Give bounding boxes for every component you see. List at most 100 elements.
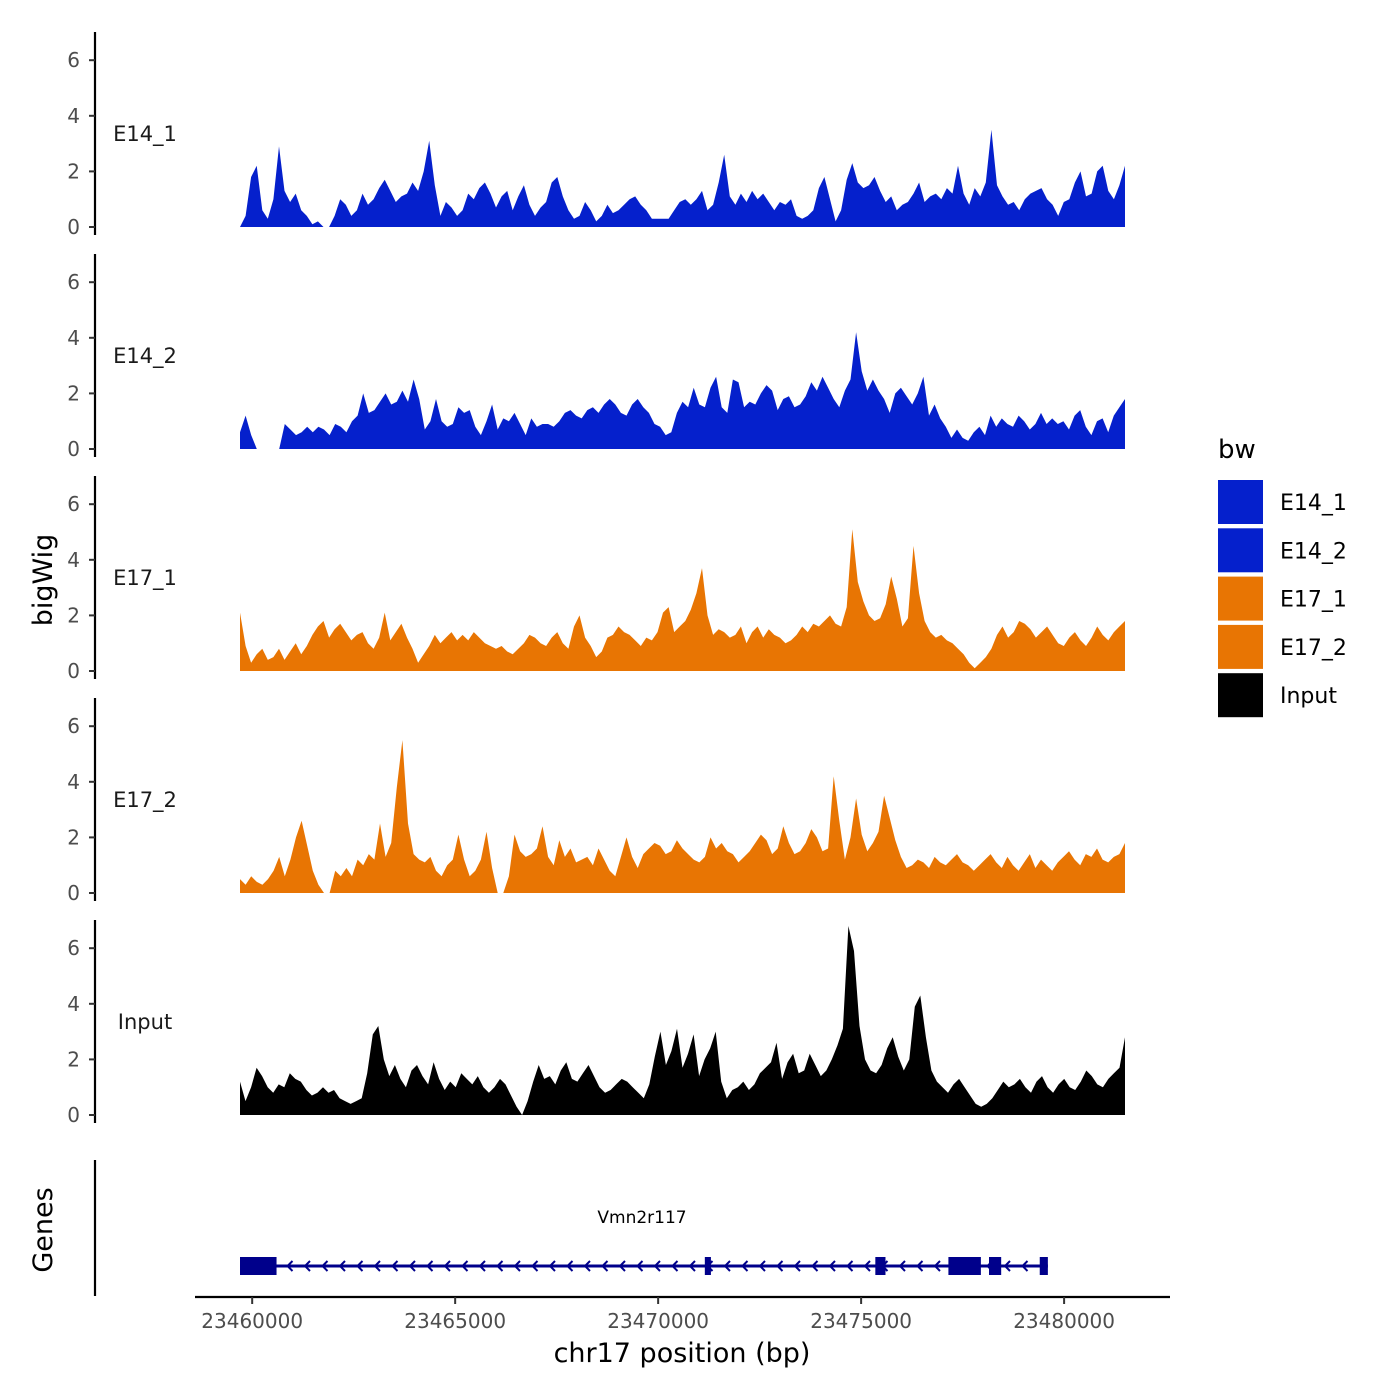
strand-arrow: [933, 1260, 941, 1272]
track-label: E17_1: [113, 566, 177, 591]
strand-arrow: [863, 1260, 871, 1272]
strand-arrow: [461, 1260, 469, 1272]
gene-exon: [704, 1257, 711, 1275]
legend-entry-E17_1: E17_1: [1218, 576, 1347, 621]
track-label: Input: [118, 1010, 172, 1034]
track-panels: 0 2 4 6 E14_1 0 2 4 6 E14_2 0 2 4 6 E17_1 0 2 4 6 E17_2 0 2 4 6…: [67, 32, 1125, 1127]
track-panel-Input: 0 2 4 6 Input: [67, 920, 1125, 1127]
strand-arrow: [356, 1260, 364, 1272]
strand-arrow: [653, 1260, 661, 1272]
y-tick-label: 6: [67, 936, 80, 960]
gene-exon: [1039, 1257, 1048, 1275]
track-panel-E17_1: 0 2 4 6 E17_1: [67, 476, 1125, 683]
y-tick-label: 0: [67, 881, 80, 905]
legend-entry-E17_2: E17_2: [1218, 624, 1347, 669]
y-tick-label: 4: [67, 548, 80, 572]
strand-arrow: [793, 1260, 801, 1272]
y-tick-label: 2: [67, 1047, 80, 1071]
strand-arrow: [916, 1260, 924, 1272]
x-tick-label: 23465000: [404, 1309, 506, 1333]
strand-arrow: [391, 1260, 399, 1272]
y-tick-label: 0: [67, 437, 80, 461]
strand-arrow: [531, 1260, 539, 1272]
legend-swatch: [1218, 528, 1263, 573]
gene-exon: [875, 1257, 886, 1275]
y-tick-label: 6: [67, 492, 80, 516]
strand-arrow: [758, 1260, 766, 1272]
track-label: E14_2: [113, 344, 177, 369]
area-E17_2: [240, 740, 1125, 893]
strand-arrow: [583, 1260, 591, 1272]
strand-arrow: [478, 1260, 486, 1272]
area-E14_2: [240, 332, 1125, 449]
strand-arrow: [723, 1260, 731, 1272]
gene-model: [93, 1160, 1048, 1296]
x-axis-title: chr17 position (bp): [554, 1338, 811, 1369]
strand-arrow: [776, 1260, 784, 1272]
legend-swatch: [1218, 576, 1263, 621]
x-tick-label: 23475000: [810, 1309, 912, 1333]
legend-entries: E14_1 E14_2 E17_1 E17_2 Input: [1218, 480, 1347, 718]
legend-label: E17_2: [1280, 636, 1347, 661]
y-tick-label: 4: [67, 104, 80, 128]
gene-exon: [948, 1257, 981, 1275]
strand-arrow: [618, 1260, 626, 1272]
strand-arrow: [548, 1260, 556, 1272]
y-tick-label: 0: [67, 1103, 80, 1127]
strand-arrow: [1003, 1260, 1011, 1272]
strand-arrow: [688, 1260, 696, 1272]
area-Input: [240, 926, 1125, 1115]
y-tick-label: 0: [67, 659, 80, 683]
legend-label: Input: [1280, 684, 1337, 709]
legend-label: E14_2: [1280, 539, 1347, 564]
legend: bw E14_1 E14_2 E17_1 E17_2 Input: [1218, 435, 1347, 718]
genes-axis-title: Genes: [28, 1187, 59, 1272]
strand-arrow: [846, 1260, 854, 1272]
y-tick-label: 6: [67, 48, 80, 72]
strand-arrow: [373, 1260, 381, 1272]
y-tick-label: 6: [67, 714, 80, 738]
strand-arrow: [741, 1260, 749, 1272]
y-tick-label: 2: [67, 825, 80, 849]
legend-swatch: [1218, 624, 1263, 669]
track-label: E17_2: [113, 788, 177, 813]
strand-arrow: [566, 1260, 574, 1272]
y-tick-label: 0: [67, 215, 80, 239]
y-tick-label: 2: [67, 381, 80, 405]
track-panel-E14_2: 0 2 4 6 E14_2: [67, 254, 1125, 461]
x-tick-label: 23470000: [607, 1309, 709, 1333]
track-panel-E17_2: 0 2 4 6 E17_2: [67, 698, 1125, 905]
strand-arrow: [443, 1260, 451, 1272]
x-tick-label: 23480000: [1013, 1309, 1115, 1333]
y-axis-title: bigWig: [28, 534, 59, 627]
area-E14_1: [240, 129, 1125, 227]
strand-arrow: [811, 1260, 819, 1272]
strand-arrow: [408, 1260, 416, 1272]
strand-arrow: [601, 1260, 609, 1272]
y-tick-label: 4: [67, 770, 80, 794]
strand-arrow: [303, 1260, 311, 1272]
strand-arrow: [671, 1260, 679, 1272]
y-tick-label: 6: [67, 270, 80, 294]
y-tick-label: 4: [67, 992, 80, 1016]
strand-arrow: [496, 1260, 504, 1272]
area-E17_1: [240, 529, 1125, 671]
track-panel-E14_1: 0 2 4 6 E14_1: [67, 32, 1125, 239]
legend-entry-Input: Input: [1218, 673, 1337, 718]
legend-swatch: [1218, 673, 1263, 718]
y-tick-label: 2: [67, 159, 80, 183]
x-tick-label: 23460000: [201, 1309, 303, 1333]
strand-arrow: [828, 1260, 836, 1272]
strand-arrow: [338, 1260, 346, 1272]
strand-arrow: [636, 1260, 644, 1272]
strand-arrow: [1021, 1260, 1029, 1272]
legend-entry-E14_1: E14_1: [1218, 480, 1347, 524]
legend-label: E14_1: [1280, 491, 1347, 516]
legend-label: E17_1: [1280, 588, 1347, 613]
legend-title: bw: [1218, 435, 1256, 465]
strand-arrow: [321, 1260, 329, 1272]
track-label: E14_1: [113, 122, 177, 147]
x-axis: 23460000 23465000 23470000 23475000 23480000: [195, 1295, 1170, 1333]
strand-arrow: [426, 1260, 434, 1272]
